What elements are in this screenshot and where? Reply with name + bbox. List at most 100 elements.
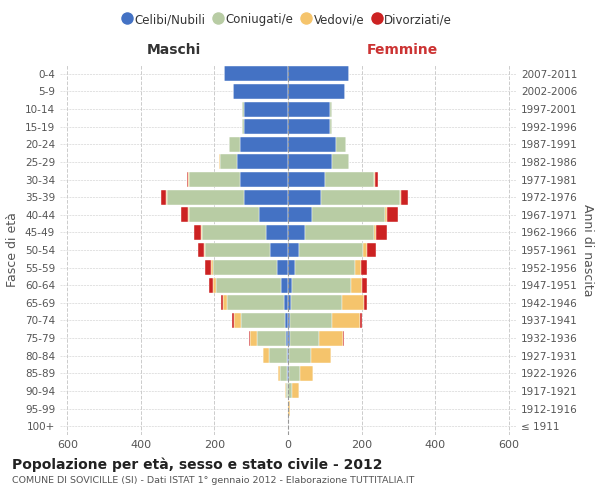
- Text: Maschi: Maschi: [147, 44, 201, 58]
- Bar: [167, 190, 244, 204]
- Bar: [242, 119, 244, 134]
- Legend: Celibi/Nubili, Coniugati/e, Vedovi/e, Divorziati/e: Celibi/Nubili, Coniugati/e, Vedovi/e, Di…: [119, 8, 457, 31]
- Bar: [299, 242, 364, 258]
- Bar: [288, 190, 321, 204]
- Bar: [211, 260, 212, 275]
- Bar: [201, 225, 202, 240]
- Bar: [197, 242, 204, 258]
- Bar: [181, 208, 188, 222]
- Bar: [233, 84, 288, 99]
- Bar: [257, 330, 286, 345]
- Bar: [367, 242, 376, 258]
- Bar: [277, 260, 288, 275]
- Bar: [244, 190, 288, 204]
- Bar: [288, 208, 312, 222]
- Bar: [236, 154, 288, 170]
- Bar: [292, 384, 299, 398]
- Bar: [263, 348, 269, 363]
- Bar: [229, 137, 240, 152]
- Bar: [355, 260, 361, 275]
- Bar: [385, 208, 387, 222]
- Bar: [290, 313, 332, 328]
- Bar: [288, 225, 305, 240]
- Bar: [287, 348, 288, 363]
- Bar: [288, 119, 330, 134]
- Bar: [220, 154, 236, 170]
- Bar: [288, 154, 332, 170]
- Bar: [351, 278, 362, 292]
- Bar: [319, 330, 343, 345]
- Bar: [241, 313, 285, 328]
- Bar: [300, 366, 313, 381]
- Bar: [343, 296, 364, 310]
- Y-axis label: Fasce di età: Fasce di età: [7, 212, 19, 288]
- Bar: [364, 296, 367, 310]
- Bar: [325, 172, 374, 187]
- Bar: [286, 384, 287, 398]
- Bar: [161, 190, 166, 204]
- Bar: [332, 313, 360, 328]
- Bar: [278, 366, 280, 381]
- Bar: [291, 296, 343, 310]
- Bar: [289, 348, 311, 363]
- Bar: [189, 172, 240, 187]
- Text: Femmine: Femmine: [367, 44, 437, 58]
- Bar: [240, 172, 288, 187]
- Bar: [288, 296, 291, 310]
- Bar: [227, 296, 284, 310]
- Bar: [343, 330, 344, 345]
- Bar: [205, 242, 269, 258]
- Bar: [289, 401, 290, 416]
- Bar: [284, 384, 286, 398]
- Bar: [202, 225, 266, 240]
- Bar: [288, 278, 292, 292]
- Bar: [204, 242, 205, 258]
- Bar: [266, 225, 288, 240]
- Bar: [288, 66, 349, 82]
- Bar: [269, 242, 288, 258]
- Bar: [288, 84, 345, 99]
- Bar: [311, 348, 331, 363]
- Bar: [219, 154, 220, 170]
- Bar: [286, 330, 288, 345]
- Bar: [295, 260, 355, 275]
- Bar: [376, 225, 387, 240]
- Bar: [362, 278, 367, 292]
- Bar: [292, 278, 351, 292]
- Bar: [166, 190, 167, 204]
- Bar: [336, 137, 346, 152]
- Bar: [332, 154, 349, 170]
- Bar: [244, 102, 288, 116]
- Bar: [232, 313, 233, 328]
- Bar: [244, 119, 288, 134]
- Bar: [212, 260, 277, 275]
- Y-axis label: Anni di nascita: Anni di nascita: [581, 204, 594, 296]
- Bar: [285, 313, 288, 328]
- Bar: [223, 296, 227, 310]
- Bar: [188, 172, 189, 187]
- Bar: [290, 330, 319, 345]
- Text: COMUNE DI SOVICILLE (SI) - Dati ISTAT 1° gennaio 2012 - Elaborazione TUTTITALIA.: COMUNE DI SOVICILLE (SI) - Dati ISTAT 1°…: [12, 476, 415, 485]
- Bar: [289, 384, 292, 398]
- Bar: [288, 172, 325, 187]
- Bar: [288, 366, 289, 381]
- Bar: [221, 296, 223, 310]
- Bar: [189, 208, 259, 222]
- Bar: [287, 366, 288, 381]
- Bar: [360, 313, 362, 328]
- Bar: [188, 208, 189, 222]
- Bar: [312, 208, 385, 222]
- Bar: [242, 102, 244, 116]
- Bar: [187, 172, 188, 187]
- Bar: [288, 242, 299, 258]
- Bar: [240, 137, 288, 152]
- Bar: [269, 348, 287, 363]
- Bar: [288, 102, 330, 116]
- Bar: [288, 137, 336, 152]
- Bar: [401, 190, 408, 204]
- Bar: [284, 296, 288, 310]
- Bar: [330, 102, 332, 116]
- Bar: [288, 260, 295, 275]
- Bar: [209, 278, 214, 292]
- Bar: [330, 119, 332, 134]
